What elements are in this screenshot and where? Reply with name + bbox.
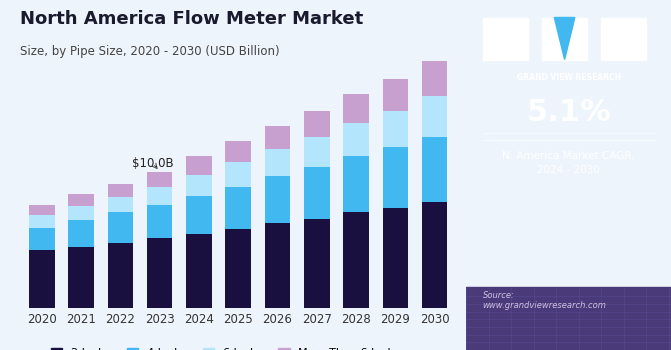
Bar bbox=[422, 136, 448, 202]
Bar bbox=[265, 126, 291, 149]
Bar bbox=[186, 196, 211, 234]
Bar bbox=[225, 187, 251, 229]
Bar bbox=[422, 61, 448, 96]
Bar bbox=[29, 250, 54, 308]
Bar bbox=[225, 229, 251, 308]
Bar bbox=[382, 79, 408, 111]
Text: Size, by Pipe Size, 2020 - 2030 (USD Billion): Size, by Pipe Size, 2020 - 2030 (USD Bil… bbox=[20, 46, 280, 58]
Bar bbox=[147, 205, 172, 238]
Bar bbox=[344, 212, 369, 308]
Bar bbox=[482, 18, 527, 60]
Bar bbox=[68, 247, 94, 308]
Bar bbox=[304, 111, 329, 136]
Text: GRAND VIEW RESEARCH: GRAND VIEW RESEARCH bbox=[517, 74, 621, 83]
Bar bbox=[147, 187, 172, 205]
Bar bbox=[107, 184, 133, 197]
Bar bbox=[422, 202, 448, 308]
Bar bbox=[29, 205, 54, 216]
Bar bbox=[344, 156, 369, 212]
Bar bbox=[147, 172, 172, 187]
Polygon shape bbox=[554, 18, 575, 60]
Bar bbox=[542, 18, 587, 60]
Bar bbox=[265, 176, 291, 223]
Bar bbox=[225, 162, 251, 187]
Bar bbox=[466, 287, 671, 350]
Bar bbox=[186, 175, 211, 196]
Bar bbox=[107, 197, 133, 212]
Text: North America Flow Meter Market: North America Flow Meter Market bbox=[20, 10, 364, 28]
Bar bbox=[186, 234, 211, 308]
Bar bbox=[382, 147, 408, 208]
Bar bbox=[304, 218, 329, 308]
Bar bbox=[382, 208, 408, 308]
Bar bbox=[265, 149, 291, 176]
Bar bbox=[68, 206, 94, 220]
Legend: 2 Inches, 4 Inches, 6 Inches, More Than 6 Inches: 2 Inches, 4 Inches, 6 Inches, More Than … bbox=[47, 343, 412, 350]
Bar bbox=[344, 94, 369, 123]
Bar bbox=[225, 141, 251, 162]
Bar bbox=[107, 243, 133, 308]
Bar bbox=[147, 238, 172, 308]
Bar bbox=[265, 223, 291, 308]
Text: 5.1%: 5.1% bbox=[526, 98, 611, 127]
Bar bbox=[422, 96, 448, 136]
Bar bbox=[68, 220, 94, 247]
Bar bbox=[601, 18, 646, 60]
Bar bbox=[29, 216, 54, 228]
Bar bbox=[29, 228, 54, 250]
Bar bbox=[186, 156, 211, 175]
Bar bbox=[304, 136, 329, 167]
Text: $10.0B: $10.0B bbox=[132, 157, 174, 170]
Text: Source:
www.grandviewresearch.com: Source: www.grandviewresearch.com bbox=[482, 290, 607, 310]
Bar bbox=[344, 123, 369, 156]
Text: N. America Market CAGR,
2024 - 2030: N. America Market CAGR, 2024 - 2030 bbox=[502, 150, 635, 175]
Bar bbox=[304, 167, 329, 218]
Bar bbox=[107, 212, 133, 243]
Bar bbox=[68, 194, 94, 206]
Bar bbox=[382, 111, 408, 147]
